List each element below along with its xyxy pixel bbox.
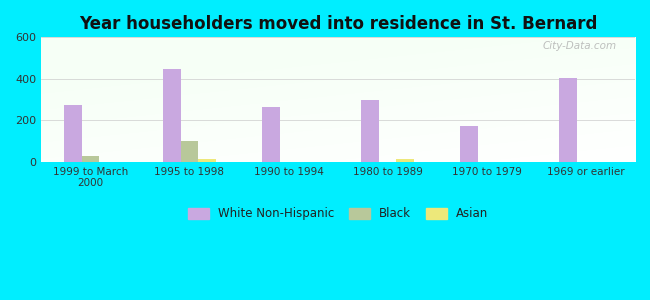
Bar bbox=[198, 159, 216, 162]
Bar bbox=[396, 159, 414, 162]
Bar bbox=[64, 105, 82, 162]
Bar bbox=[559, 78, 577, 162]
Bar bbox=[82, 156, 99, 162]
Text: City-Data.com: City-Data.com bbox=[543, 41, 618, 51]
Title: Year householders moved into residence in St. Bernard: Year householders moved into residence i… bbox=[79, 15, 597, 33]
Legend: White Non-Hispanic, Black, Asian: White Non-Hispanic, Black, Asian bbox=[183, 203, 493, 225]
Bar bbox=[162, 69, 181, 162]
Bar bbox=[262, 107, 279, 162]
Bar bbox=[361, 100, 378, 162]
Bar bbox=[460, 126, 478, 162]
Bar bbox=[181, 141, 198, 162]
